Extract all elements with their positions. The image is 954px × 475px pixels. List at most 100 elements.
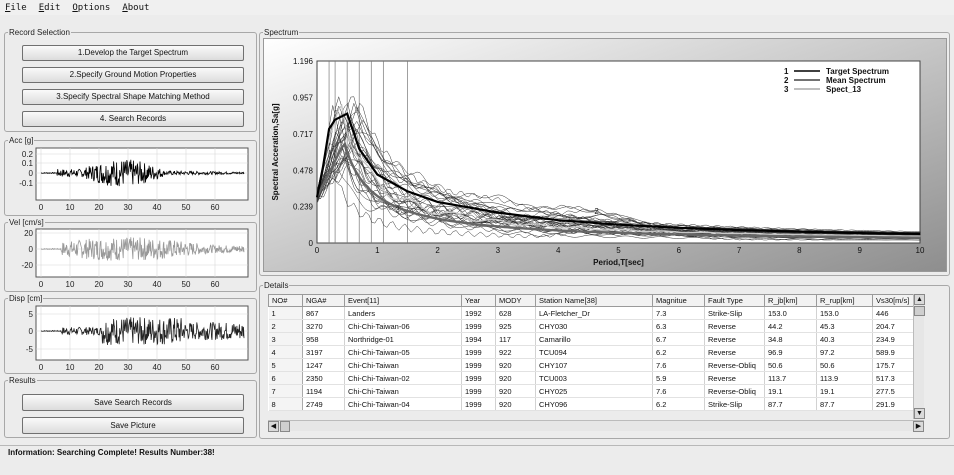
table-cell: 45.3 [816, 319, 873, 333]
menu-bar: File Edit Options About [0, 0, 954, 15]
table-cell: Reverse [704, 345, 765, 359]
y-tick-label: 0.478 [293, 166, 314, 175]
legend-number: 3 [784, 85, 789, 94]
table-cell: 589.9 [872, 345, 914, 359]
scroll-up-icon[interactable]: ▲ [914, 294, 925, 305]
x-tick-label: 0 [39, 280, 44, 289]
table-cell: 867 [302, 306, 345, 320]
x-tick-label: 9 [857, 246, 862, 255]
details-table: NO# NGA# Event[11] Year MODY Station Name[38]… [268, 294, 914, 411]
disp-chart: 0 10 20 30 40 50 60 5 0 -5 [8, 304, 256, 374]
y-tick-label: 0.2 [22, 150, 34, 159]
column-header[interactable]: MODY [495, 294, 536, 307]
table-cell: 628 [495, 306, 536, 320]
y-tick-label: 0.717 [293, 130, 314, 139]
thin-spectrum-line [317, 102, 921, 233]
y-tick-label: 0 [29, 169, 34, 178]
table-cell: 96.9 [764, 345, 817, 359]
menu-item-accelerator: E [38, 2, 45, 13]
y-tick-label: 0 [309, 239, 314, 248]
scroll-thumb[interactable] [914, 306, 925, 316]
table-cell: 291.9 [872, 397, 914, 411]
table-cell: Strike-Slip [704, 397, 765, 411]
column-header[interactable]: Magnitue [652, 294, 705, 307]
scroll-down-icon[interactable]: ▼ [914, 408, 925, 419]
x-tick-label: 60 [211, 280, 220, 289]
column-header[interactable]: R_jb[km] [764, 294, 817, 307]
legend-entry: Mean Spectrum [826, 76, 886, 85]
menu-item-label: dit [44, 2, 61, 13]
column-header[interactable]: Station Name[38] [535, 294, 653, 307]
table-cell: Northridge-01 [344, 332, 462, 346]
table-row[interactable]: 5 1247 Chi-Chi-Taiwan 1999 920 CHY107 7.6 Rever… [268, 358, 914, 372]
table-cell: 1247 [302, 358, 345, 372]
menu-item-0[interactable]: File [5, 3, 27, 13]
table-row[interactable]: 4 3197 Chi-Chi-Taiwan-05 1999 922 TCU094 6.2 Re… [268, 345, 914, 359]
details-vertical-scrollbar[interactable]: ▲ ▼ [913, 294, 925, 419]
record-selection-legend: Record Selection [9, 28, 70, 37]
menu-item-3[interactable]: About [122, 3, 149, 13]
acc-chart: 0 10 20 30 40 50 60 0.2 0.1 0 -0.1 [8, 146, 256, 214]
search-records-button[interactable]: 4. Search Records [22, 111, 244, 127]
x-tick-label: 30 [124, 280, 133, 289]
y-tick-label: 0 [29, 327, 34, 336]
table-row[interactable]: 8 2749 Chi-Chi-Taiwan-04 1999 920 CHY096 6.2 St… [268, 397, 914, 411]
table-cell: Chi-Chi-Taiwan-06 [344, 319, 462, 333]
x-tick-label: 30 [124, 363, 133, 372]
table-cell: 153.0 [816, 306, 873, 320]
table-cell: 920 [495, 371, 536, 385]
x-tick-label: 20 [95, 203, 104, 212]
specify-ground-motion-button[interactable]: 2.Specify Ground Motion Properties [22, 67, 244, 83]
x-tick-label: 50 [182, 363, 191, 372]
column-header[interactable]: Fault Type [704, 294, 765, 307]
table-cell: 1999 [461, 397, 496, 411]
table-row[interactable]: 7 1194 Chi-Chi-Taiwan 1999 920 CHY025 7.6 Rever… [268, 384, 914, 398]
table-cell: Reverse [704, 319, 765, 333]
table-cell: 277.5 [872, 384, 914, 398]
acc-chart-legend: Acc [g] [9, 136, 34, 145]
table-row[interactable]: 3 958 Northridge-01 1994 117 Camarillo 6.7 Reve… [268, 332, 914, 346]
table-cell: Chi-Chi-Taiwan [344, 384, 462, 398]
table-cell: 1994 [461, 332, 496, 346]
y-tick-label: -20 [21, 261, 33, 270]
scroll-right-icon[interactable]: ▶ [913, 421, 924, 432]
x-tick-label: 10 [66, 203, 75, 212]
x-tick-label: 20 [95, 363, 104, 372]
save-search-records-button[interactable]: Save Search Records [22, 394, 244, 411]
specify-matching-method-button[interactable]: 3.Specify Spectral Shape Matching Method [22, 89, 244, 105]
menu-item-accelerator: O [72, 2, 78, 13]
target-spectrum-line [315, 112, 921, 235]
column-header[interactable]: NGA# [302, 294, 345, 307]
details-horizontal-scrollbar[interactable]: ◀ ▶ [268, 420, 924, 432]
horizontal-scroll-thumb[interactable] [280, 421, 290, 432]
x-tick-label: 4 [556, 246, 561, 255]
table-row[interactable]: 2 3270 Chi-Chi-Taiwan-06 1999 925 CHY030 6.3 Re… [268, 319, 914, 333]
table-cell: 7.6 [652, 358, 705, 372]
column-header[interactable]: Event[11] [344, 294, 462, 307]
column-header[interactable]: Year [461, 294, 496, 307]
y-tick-label: 0.239 [293, 203, 314, 212]
table-row[interactable]: 1 867 Landers 1992 628 LA-Fletcher_Dr 7.3 Strik… [268, 306, 914, 320]
table-cell: 1999 [461, 319, 496, 333]
table-row[interactable]: 6 2350 Chi-Chi-Taiwan-02 1999 920 TCU003 5.9 Re… [268, 371, 914, 385]
x-tick-label: 5 [616, 246, 621, 255]
table-cell: Chi-Chi-Taiwan-05 [344, 345, 462, 359]
save-picture-button[interactable]: Save Picture [22, 417, 244, 434]
scroll-left-icon[interactable]: ◀ [268, 421, 279, 432]
menu-item-accelerator: A [122, 2, 128, 13]
column-header[interactable]: R_rup[km] [816, 294, 873, 307]
table-cell: 50.6 [764, 358, 817, 372]
table-cell: Chi-Chi-Taiwan-04 [344, 397, 462, 411]
x-tick-label: 50 [182, 203, 191, 212]
table-cell: Camarillo [535, 332, 653, 346]
y-tick-label: 0.1 [22, 159, 34, 168]
table-cell: 34.8 [764, 332, 817, 346]
menu-item-1[interactable]: Edit [39, 3, 61, 13]
disp-chart-group: Disp [cm] [4, 294, 257, 374]
column-header[interactable]: NO# [268, 294, 303, 307]
column-header[interactable]: Vs30[m/s] [872, 294, 914, 307]
develop-target-spectrum-button[interactable]: 1.Develop the Target Spectrum [22, 45, 244, 61]
legend-entry: Spect_13 [826, 85, 862, 94]
menu-item-2[interactable]: Options [72, 3, 110, 13]
table-cell: 1 [268, 306, 303, 320]
